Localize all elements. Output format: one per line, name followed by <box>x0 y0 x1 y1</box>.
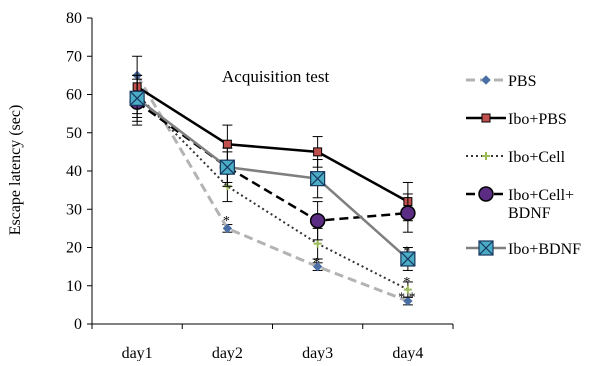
data-point-marker <box>403 285 412 294</box>
legend-entry-3: Ibo+Cell+ BDNF <box>466 186 574 222</box>
series-4 <box>129 74 416 271</box>
legend-entry-0: PBS <box>466 73 536 90</box>
series-3 <box>129 78 416 241</box>
series-layer: ***** * <box>129 55 416 306</box>
data-point-marker <box>313 239 322 248</box>
data-point-marker <box>309 212 326 229</box>
y-tick-label: 20 <box>66 240 82 257</box>
legend: PBS Ibo+PBS Ibo+Cell Ibo+Cell+ BDNF Ibo+BDNF <box>466 73 581 258</box>
legend-entry-1: Ibo+PBS <box>466 111 567 128</box>
legend-label: Ibo+Cell <box>508 149 566 166</box>
data-point-marker <box>219 159 235 175</box>
significance-mark: * <box>403 245 410 260</box>
y-axis-title: Escape latency (sec) <box>7 105 24 236</box>
data-point-marker <box>129 90 145 106</box>
y-tick-label: 10 <box>66 278 82 295</box>
significance-mark: * * <box>398 290 416 305</box>
data-point-marker <box>313 147 323 157</box>
y-tick-label: 0 <box>74 316 82 333</box>
data-point-marker <box>310 171 326 187</box>
data-point-marker <box>482 152 490 160</box>
data-point-marker <box>400 251 416 267</box>
legend-label: Ibo+PBS <box>508 111 567 128</box>
annotation-layer: Acquisition test Escape latency (sec) <box>7 67 329 235</box>
data-point-marker <box>478 240 494 256</box>
significance-mark: * <box>313 256 320 271</box>
series-2 <box>132 74 413 298</box>
x-tick-label-day3: day3 <box>302 345 333 361</box>
legend-entry-2: Ibo+Cell <box>466 149 566 166</box>
y-tick-label: 80 <box>66 10 82 27</box>
x-tick-label-day2: day2 <box>212 345 243 361</box>
data-point-marker <box>478 186 494 202</box>
data-point-marker <box>400 205 416 221</box>
series-line <box>136 101 408 222</box>
x-tick-label-day4: day4 <box>392 345 423 361</box>
legend-label: PBS <box>508 73 536 90</box>
data-point-marker <box>403 296 413 306</box>
series-line <box>136 85 409 203</box>
legend-label: Ibo+BDNF <box>508 241 581 258</box>
series-line <box>136 97 409 260</box>
chart-annotation: Acquisition test <box>222 67 329 86</box>
data-point-marker <box>481 75 491 85</box>
axes: 0 10 20 30 40 50 60 70 80 day1 day2 day3 day4 <box>66 10 454 362</box>
y-tick-label: 30 <box>66 201 82 218</box>
significance-mark: * <box>223 214 230 229</box>
significance-mark: * <box>403 275 410 290</box>
legend-entry-4: Ibo+BDNF <box>466 240 581 258</box>
data-point-marker <box>222 139 232 149</box>
series-0 <box>132 70 413 306</box>
y-tick-label: 70 <box>66 48 82 65</box>
y-tick-label: 50 <box>66 125 82 142</box>
x-tick-label-day1: day1 <box>122 345 153 361</box>
data-point-marker <box>222 223 233 234</box>
legend-label: Ibo+Cell+ BDNF <box>508 187 574 222</box>
series-line <box>136 93 409 291</box>
y-tick-label: 60 <box>66 87 82 104</box>
y-tick-label: 40 <box>66 163 82 180</box>
data-point-marker <box>312 261 323 272</box>
data-point-marker <box>481 113 491 123</box>
series-line <box>135 74 409 303</box>
